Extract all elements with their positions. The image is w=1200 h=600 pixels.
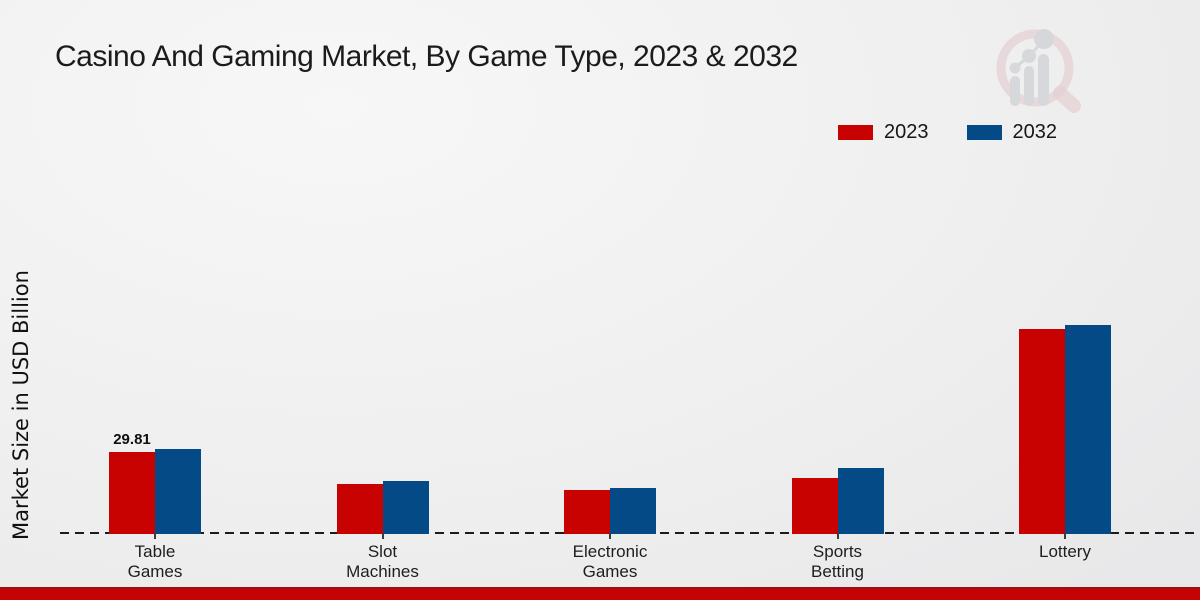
legend-label-2023: 2023	[884, 121, 929, 143]
chart-title: Casino And Gaming Market, By Game Type, …	[55, 40, 798, 73]
bar-2032-electronic-games	[610, 488, 656, 534]
legend-swatch-2032	[966, 125, 1002, 140]
x-axis-tick-lottery	[1064, 534, 1066, 539]
category-label-sports-betting: Sports Betting	[811, 542, 864, 582]
footer-red-stripe	[0, 587, 1200, 600]
bar-value-label-2023-table-games: 29.81	[113, 431, 151, 448]
bar-2032-table-games	[155, 449, 201, 534]
legend-swatch-2023	[838, 125, 873, 140]
x-axis-tick-table-games	[154, 534, 156, 539]
x-axis-tick-electronic-games	[609, 534, 611, 539]
legend-label-2032: 2032	[1012, 121, 1058, 143]
bar-2023-lottery	[1019, 329, 1065, 534]
bar-2023-electronic-games	[564, 490, 610, 534]
category-label-table-games: Table Games	[127, 542, 183, 582]
bar-2023-table-games	[109, 452, 155, 534]
legend-item-2023: 2023	[838, 121, 929, 144]
category-label-electronic-games: Electronic Games	[572, 542, 648, 582]
bar-2032-sports-betting	[837, 468, 884, 534]
legend: 2023 2032	[838, 121, 1057, 144]
x-axis-tick-slot-machines	[381, 534, 384, 539]
bar-2023-sports-betting	[791, 478, 838, 534]
market-research-watermark-logo	[996, 29, 1081, 113]
bar-2032-lottery	[1065, 325, 1111, 534]
category-label-slot-machines: Slot Machines	[346, 542, 419, 582]
category-label-lottery: Lottery	[1039, 542, 1091, 561]
x-axis-tick-sports-betting	[836, 534, 839, 539]
bar-2023-slot-machines	[336, 484, 383, 534]
bar-2032-slot-machines	[382, 481, 429, 534]
legend-item-2032: 2032	[966, 121, 1058, 144]
